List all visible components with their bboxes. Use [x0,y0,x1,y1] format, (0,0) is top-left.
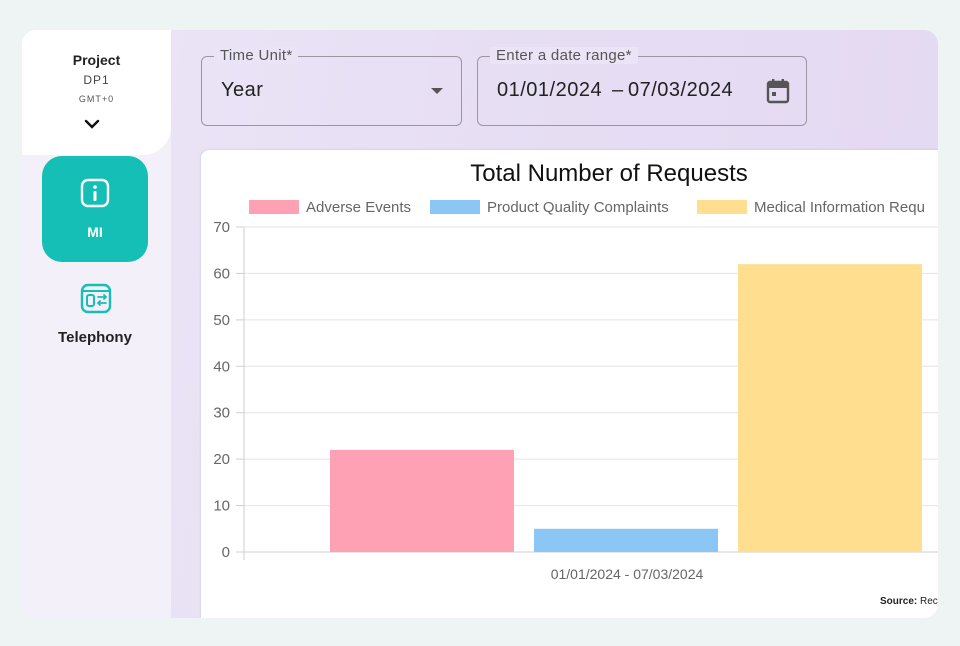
time-unit-select[interactable]: Time Unit* Year [201,47,462,126]
app-window: Project DP1 GMT+0 MI Telephony [22,30,938,618]
source-label: Source: [880,596,918,607]
legend-label: Product Quality Complaints [487,199,669,216]
bar [330,449,514,552]
y-tick-label: 0 [222,544,230,561]
project-name: DP1 [83,73,110,87]
legend-label: Adverse Events [306,199,411,216]
date-range-label: Enter a date range* [490,47,638,64]
legend-swatch [430,200,480,214]
calendar-icon[interactable] [766,78,790,104]
y-tick-label: 50 [213,312,230,329]
chevron-down-icon[interactable] [84,118,100,130]
info-icon [80,178,110,208]
date-start-input[interactable]: 01/01/2024 [497,79,603,101]
date-range-input[interactable]: Enter a date range* 01/01/2024 – 07/03/2… [477,47,807,126]
y-tick-label: 20 [213,451,230,468]
x-tick-label: 01/01/2024 - 07/03/2024 [551,566,704,582]
chart-card: Total Number of Requests Adverse Events Pr… [201,150,938,618]
y-tick-label: 70 [213,219,230,236]
date-separator: – [612,79,624,101]
sidebar-item-telephony[interactable]: Telephony [42,280,148,360]
date-end-input[interactable]: 07/03/2024 [628,79,734,101]
y-tick-label: 40 [213,358,230,375]
y-tick-label: 10 [213,498,230,515]
legend-swatch [697,200,747,214]
project-timezone: GMT+0 [78,94,115,104]
dropdown-arrow-icon[interactable] [431,88,443,94]
legend-label: Medical Information Requ [754,199,925,216]
time-unit-value: Year [221,79,264,101]
bar [534,528,718,552]
y-tick-label: 60 [213,265,230,282]
project-title: Project [72,52,121,68]
bar [738,264,922,552]
chart-source: Source: Rec [880,596,938,607]
legend-swatch [249,200,299,214]
sidebar-item-label: MI [87,224,103,240]
project-selector[interactable]: Project DP1 GMT+0 [22,30,171,155]
chart-title: Total Number of Requests [470,160,747,187]
telephony-icon [80,283,112,314]
sidebar-item-label: Telephony [58,329,132,346]
requests-bar-chart: Total Number of Requests Adverse Events Pr… [213,160,938,582]
sidebar: Project DP1 GMT+0 MI Telephony [22,30,171,618]
y-tick-label: 30 [213,405,230,422]
source-value: Rec [920,596,938,607]
time-unit-label: Time Unit* [214,47,299,64]
sidebar-item-mi[interactable]: MI [42,156,148,262]
